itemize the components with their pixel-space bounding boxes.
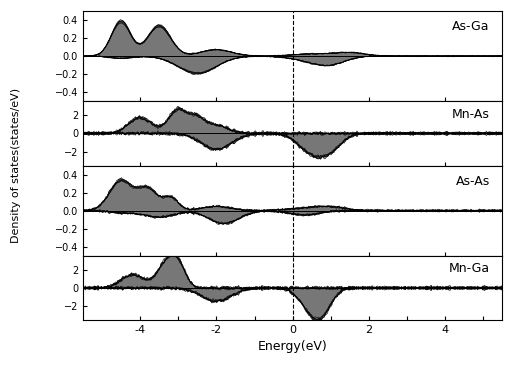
Text: Energy(eV): Energy(eV) (258, 340, 327, 353)
Text: Mn-As: Mn-As (452, 107, 490, 121)
Text: Mn-Ga: Mn-Ga (449, 262, 490, 275)
Text: As-Ga: As-Ga (452, 20, 490, 33)
Text: As-As: As-As (456, 174, 490, 188)
Text: Density of states(states/eV): Density of states(states/eV) (10, 88, 21, 243)
